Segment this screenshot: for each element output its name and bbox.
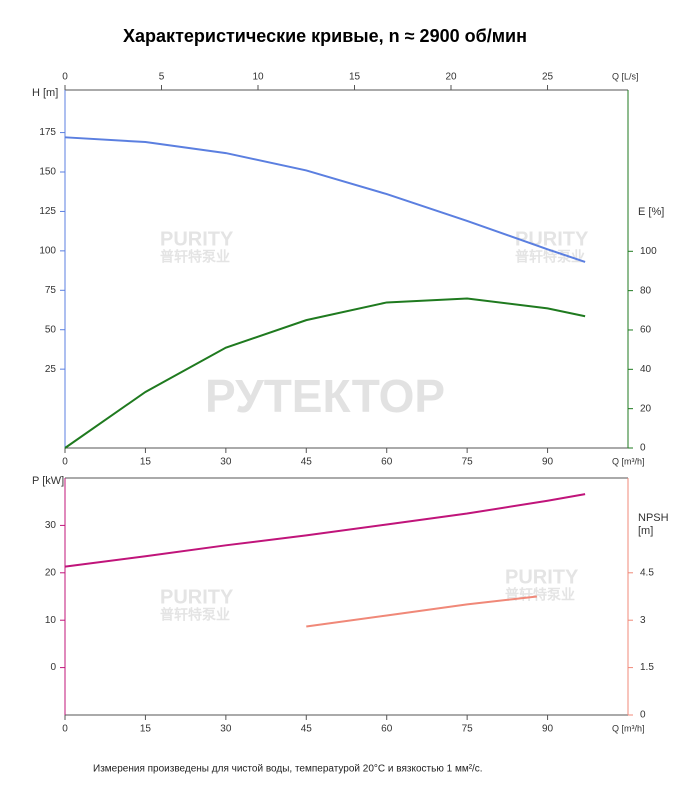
x2-tick-label: 20 xyxy=(445,72,457,83)
page-title: Характеристические кривые, n ≈ 2900 об/м… xyxy=(123,26,527,46)
series-line xyxy=(64,136,586,263)
y-tick-label: 0 xyxy=(50,662,56,673)
x-tick-label: 75 xyxy=(462,724,474,735)
x-tick-label: 90 xyxy=(542,724,554,735)
y2-tick-label: 40 xyxy=(640,364,652,375)
y2-tick-label: 0 xyxy=(640,443,646,454)
y2-tick-label: 0 xyxy=(640,710,646,721)
x-tick-label: 30 xyxy=(220,457,232,468)
x-tick-label: 45 xyxy=(301,457,313,468)
y2-tick-label: 100 xyxy=(640,246,657,257)
y2-axis-label: E [%] xyxy=(638,206,664,218)
y-axis-label: P [kW] xyxy=(32,475,64,487)
y-tick-label: 125 xyxy=(39,206,56,217)
watermark: РУТЕКТОР xyxy=(205,370,445,422)
watermark: 普轩特泵业 xyxy=(515,249,585,265)
y-tick-label: 50 xyxy=(45,324,57,335)
x-tick-label: 45 xyxy=(301,724,313,735)
watermark: 普轩特泵业 xyxy=(160,607,230,623)
x-tick-label: 15 xyxy=(140,724,152,735)
series-line xyxy=(64,493,586,568)
x2-tick-label: 15 xyxy=(349,72,361,83)
x-tick-label: 90 xyxy=(542,457,554,468)
watermark: PURITY xyxy=(160,586,234,608)
x-tick-label: 15 xyxy=(140,457,152,468)
y2-tick-label: 60 xyxy=(640,325,652,336)
watermark: 普轩特泵业 xyxy=(505,587,575,603)
y-tick-label: 100 xyxy=(39,246,56,257)
y2-tick-label: 3 xyxy=(640,615,646,626)
x2-tick-label: 0 xyxy=(62,72,68,83)
x2-axis-label: Q [L/s] xyxy=(612,71,639,81)
y-tick-label: 25 xyxy=(45,364,57,375)
y-axis-label: H [m] xyxy=(32,87,58,99)
y-tick-label: 175 xyxy=(39,127,56,138)
y2-axis-label: [m] xyxy=(638,525,653,537)
watermark: PURITY xyxy=(505,566,579,588)
x-tick-label: 0 xyxy=(62,724,68,735)
y-tick-label: 20 xyxy=(45,567,57,578)
x2-tick-label: 25 xyxy=(542,72,554,83)
series-line xyxy=(64,297,586,449)
x-tick-label: 30 xyxy=(220,724,232,735)
x-tick-label: 75 xyxy=(462,457,474,468)
y2-tick-label: 4.5 xyxy=(640,567,654,578)
y-tick-label: 75 xyxy=(45,285,57,296)
watermark: PURITY xyxy=(160,228,234,250)
x-tick-label: 60 xyxy=(381,457,393,468)
y2-tick-label: 20 xyxy=(640,403,652,414)
y-tick-label: 10 xyxy=(45,615,57,626)
watermark: 普轩特泵业 xyxy=(160,249,230,265)
series-line xyxy=(306,595,537,628)
watermark: PURITY xyxy=(515,228,589,250)
y2-tick-label: 1.5 xyxy=(640,662,654,673)
x-tick-label: 60 xyxy=(381,724,393,735)
x-axis-label: Q [m³/h] xyxy=(612,456,645,466)
footnote: Измерения произведены для чистой воды, т… xyxy=(93,764,483,775)
y2-tick-label: 80 xyxy=(640,285,652,296)
y-tick-label: 150 xyxy=(39,167,56,178)
y-tick-label: 30 xyxy=(45,520,57,531)
x2-tick-label: 10 xyxy=(252,72,264,83)
y2-axis-label: NPSH xyxy=(638,512,669,524)
x-axis-label: Q [m³/h] xyxy=(612,723,645,733)
x2-tick-label: 5 xyxy=(159,72,165,83)
x-tick-label: 0 xyxy=(62,457,68,468)
